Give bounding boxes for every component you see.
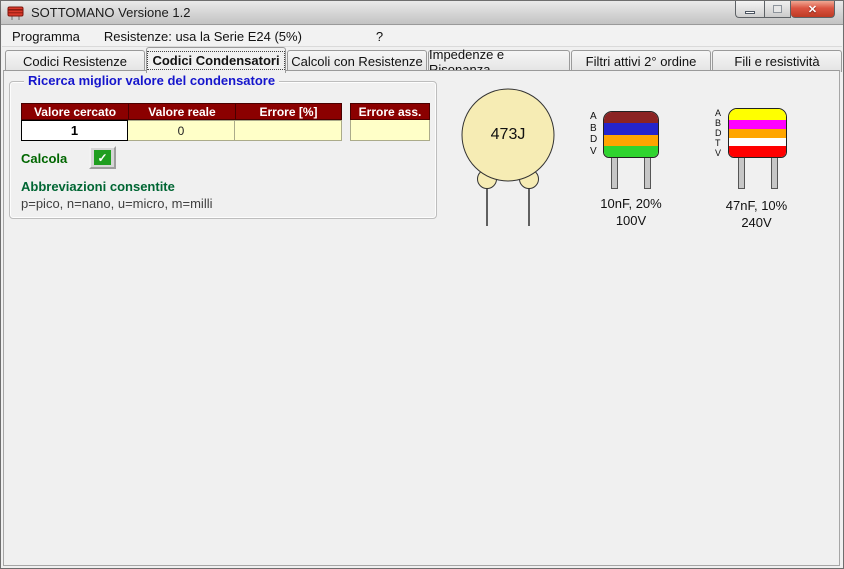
disc-capacitor-image: 473J xyxy=(461,88,555,226)
menu-bar: Programma Resistenze: usa la Serie E24 (… xyxy=(2,26,842,47)
disc-capacitor-code: 473J xyxy=(491,126,526,143)
minimize-button[interactable] xyxy=(735,1,764,18)
cap-red-leg-right xyxy=(771,158,778,189)
search-groupbox-title: Ricerca miglior valore del condensatore xyxy=(24,73,280,88)
close-button[interactable]: ✕ xyxy=(791,1,835,18)
cap-blue-leg-left xyxy=(611,158,618,189)
cap-red-band-t xyxy=(729,138,786,146)
tab-impedenze-risonanza[interactable]: Impedenze e Risonanza xyxy=(428,47,570,77)
cap-red-band-letters: A B D T V xyxy=(715,108,722,158)
window-title: SOTTOMANO Versione 1.2 xyxy=(31,5,191,20)
cap-red-band-d xyxy=(729,129,786,138)
title-bar: SOTTOMANO Versione 1.2 ✕ xyxy=(1,1,843,25)
header-valore-reale: Valore reale xyxy=(128,103,235,120)
cap-blue-body xyxy=(603,111,659,158)
errore-ass-cell xyxy=(350,120,430,141)
cap-red-band-v xyxy=(729,146,786,157)
errore-pct-cell xyxy=(235,120,342,141)
valore-cercato-input[interactable] xyxy=(21,120,128,141)
header-errore-ass: Errore ass. xyxy=(350,103,430,120)
tab-page-codici-condensatori xyxy=(3,70,840,566)
tab-codici-resistenze[interactable]: Codici Resistenze xyxy=(5,50,145,72)
cap-blue-caption: 10nF, 20% 100V xyxy=(600,196,662,228)
cap-blue-band-d xyxy=(604,134,658,146)
abbreviations-text: p=pico, n=nano, u=micro, m=milli xyxy=(21,196,213,211)
cap-red-body xyxy=(728,108,787,158)
check-icon: ✓ xyxy=(94,150,111,165)
cap-red-leg-left xyxy=(738,158,745,189)
cap-red-caption: 47nF, 10% 240V xyxy=(725,198,788,230)
tab-strip: Codici Resistenze Codici Condensatori Ca… xyxy=(3,47,843,77)
valore-reale-cell: 0 xyxy=(128,120,235,141)
menu-help[interactable]: ? xyxy=(375,28,384,44)
cap-blue-band-letters: A B D V xyxy=(590,111,598,157)
cap-blue-band-b xyxy=(604,123,658,135)
cap-red-band-a xyxy=(729,109,786,120)
cap-blue-leg-right xyxy=(644,158,651,189)
tab-codici-condensatori[interactable]: Codici Condensatori xyxy=(146,47,286,73)
cap-blue-band-v xyxy=(604,145,658,157)
window-controls: ✕ xyxy=(735,1,835,18)
tab-fili-resistivita[interactable]: Fili e resistività xyxy=(712,50,842,72)
errore-ass-table: Errore ass. xyxy=(350,103,430,141)
close-icon: ✕ xyxy=(807,3,818,16)
cap-red-band-b xyxy=(729,120,786,129)
tab-filtri-attivi[interactable]: Filtri attivi 2° ordine xyxy=(571,50,711,72)
calcola-label: Calcola xyxy=(21,151,68,166)
cap-blue-band-a xyxy=(604,112,658,124)
abbreviations-title: Abbreviazioni consentite xyxy=(21,179,175,194)
maximize-button[interactable] xyxy=(764,1,791,18)
menu-programma[interactable]: Programma xyxy=(12,28,80,44)
maximize-icon xyxy=(773,5,782,13)
app-icon xyxy=(7,6,24,20)
header-valore-cercato: Valore cercato xyxy=(21,103,128,120)
search-groupbox: Ricerca miglior valore del condensatore xyxy=(9,73,437,219)
calcola-button[interactable]: ✓ xyxy=(89,146,116,169)
tab-calcoli-con-resistenze[interactable]: Calcoli con Resistenze xyxy=(287,50,427,72)
menu-resistenze-serie[interactable]: Resistenze: usa la Serie E24 (5%) xyxy=(103,28,302,44)
header-errore-pct: Errore [%] xyxy=(235,103,342,120)
minimize-icon xyxy=(745,10,755,14)
search-table: Valore cercato Valore reale 0 Errore [%] xyxy=(21,103,342,141)
